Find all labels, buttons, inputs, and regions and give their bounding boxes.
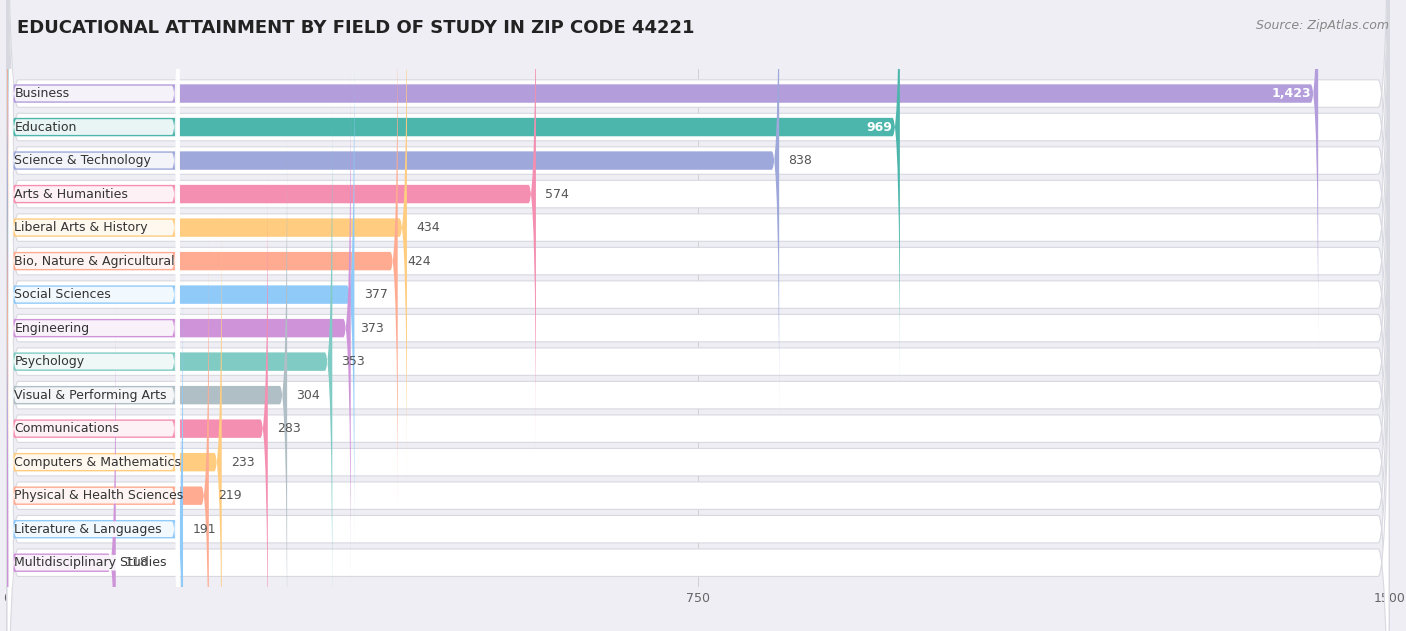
FancyBboxPatch shape <box>8 235 180 631</box>
FancyBboxPatch shape <box>7 7 1389 631</box>
FancyBboxPatch shape <box>7 0 1389 582</box>
FancyBboxPatch shape <box>8 68 180 588</box>
FancyBboxPatch shape <box>7 0 406 487</box>
FancyBboxPatch shape <box>8 168 180 631</box>
Text: Computers & Mathematics: Computers & Mathematics <box>14 456 181 469</box>
Text: Communications: Communications <box>14 422 120 435</box>
Text: 118: 118 <box>125 556 149 569</box>
Text: 377: 377 <box>364 288 388 301</box>
Text: 434: 434 <box>416 221 440 234</box>
FancyBboxPatch shape <box>8 0 180 354</box>
Text: 838: 838 <box>789 154 813 167</box>
FancyBboxPatch shape <box>7 0 1389 549</box>
FancyBboxPatch shape <box>7 0 1389 631</box>
Text: Multidisciplinary Studies: Multidisciplinary Studies <box>14 556 167 569</box>
FancyBboxPatch shape <box>7 0 536 453</box>
Text: 283: 283 <box>277 422 301 435</box>
FancyBboxPatch shape <box>7 0 900 386</box>
FancyBboxPatch shape <box>8 34 180 555</box>
Text: 574: 574 <box>546 187 569 201</box>
FancyBboxPatch shape <box>7 141 1389 631</box>
Text: 191: 191 <box>193 522 217 536</box>
FancyBboxPatch shape <box>8 1 180 521</box>
Text: Arts & Humanities: Arts & Humanities <box>14 187 128 201</box>
FancyBboxPatch shape <box>8 0 180 421</box>
Text: 233: 233 <box>231 456 254 469</box>
FancyBboxPatch shape <box>8 0 180 488</box>
FancyBboxPatch shape <box>8 102 180 622</box>
FancyBboxPatch shape <box>7 0 1389 631</box>
Text: 1,423: 1,423 <box>1271 87 1310 100</box>
FancyBboxPatch shape <box>8 302 180 631</box>
Text: Bio, Nature & Agricultural: Bio, Nature & Agricultural <box>14 254 174 268</box>
FancyBboxPatch shape <box>8 269 180 631</box>
FancyBboxPatch shape <box>7 3 398 520</box>
FancyBboxPatch shape <box>7 170 267 631</box>
FancyBboxPatch shape <box>7 40 1389 631</box>
Text: Source: ZipAtlas.com: Source: ZipAtlas.com <box>1256 19 1389 32</box>
FancyBboxPatch shape <box>7 136 287 631</box>
FancyBboxPatch shape <box>7 270 183 631</box>
FancyBboxPatch shape <box>7 69 350 587</box>
FancyBboxPatch shape <box>8 202 180 631</box>
FancyBboxPatch shape <box>7 0 779 420</box>
FancyBboxPatch shape <box>7 203 222 631</box>
Text: 373: 373 <box>360 322 384 334</box>
FancyBboxPatch shape <box>7 107 1389 631</box>
FancyBboxPatch shape <box>7 0 1389 616</box>
Text: 424: 424 <box>406 254 430 268</box>
FancyBboxPatch shape <box>7 237 209 631</box>
Text: Literature & Languages: Literature & Languages <box>14 522 162 536</box>
Text: Liberal Arts & History: Liberal Arts & History <box>14 221 148 234</box>
Text: Business: Business <box>14 87 69 100</box>
FancyBboxPatch shape <box>7 0 1319 353</box>
Text: 353: 353 <box>342 355 366 368</box>
FancyBboxPatch shape <box>8 0 180 454</box>
Text: 304: 304 <box>297 389 321 402</box>
FancyBboxPatch shape <box>7 74 1389 631</box>
FancyBboxPatch shape <box>8 0 180 387</box>
Text: EDUCATIONAL ATTAINMENT BY FIELD OF STUDY IN ZIP CODE 44221: EDUCATIONAL ATTAINMENT BY FIELD OF STUDY… <box>17 19 695 37</box>
FancyBboxPatch shape <box>7 0 1389 631</box>
FancyBboxPatch shape <box>7 103 332 620</box>
Text: Engineering: Engineering <box>14 322 90 334</box>
FancyBboxPatch shape <box>7 0 1389 482</box>
FancyBboxPatch shape <box>7 0 1389 516</box>
Text: 969: 969 <box>866 121 893 134</box>
Text: Visual & Performing Arts: Visual & Performing Arts <box>14 389 167 402</box>
FancyBboxPatch shape <box>7 36 354 553</box>
FancyBboxPatch shape <box>7 304 115 631</box>
Text: Social Sciences: Social Sciences <box>14 288 111 301</box>
Text: Physical & Health Sciences: Physical & Health Sciences <box>14 489 184 502</box>
FancyBboxPatch shape <box>7 0 1389 631</box>
FancyBboxPatch shape <box>8 135 180 631</box>
Text: Education: Education <box>14 121 77 134</box>
Text: Psychology: Psychology <box>14 355 84 368</box>
Text: 219: 219 <box>218 489 242 502</box>
FancyBboxPatch shape <box>7 174 1389 631</box>
Text: Science & Technology: Science & Technology <box>14 154 152 167</box>
